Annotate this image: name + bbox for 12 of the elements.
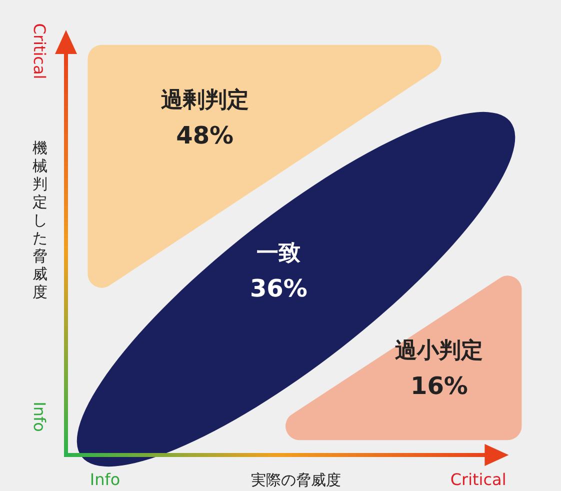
- text: Critical: [30, 23, 49, 80]
- category-label: 一致: [256, 240, 301, 266]
- text: Info: [90, 470, 120, 490]
- data-label: 36%: [250, 274, 308, 302]
- data-label: 48%: [176, 121, 234, 150]
- text: 実際の脅威度: [251, 470, 342, 489]
- data-label: 16%: [410, 372, 468, 400]
- text: 機械判定した脅威度: [32, 139, 48, 302]
- text: Critical: [450, 470, 506, 490]
- category-label: 過剰判定: [160, 86, 249, 113]
- text: Info: [30, 402, 49, 432]
- category-label: 過小判定: [395, 338, 484, 364]
